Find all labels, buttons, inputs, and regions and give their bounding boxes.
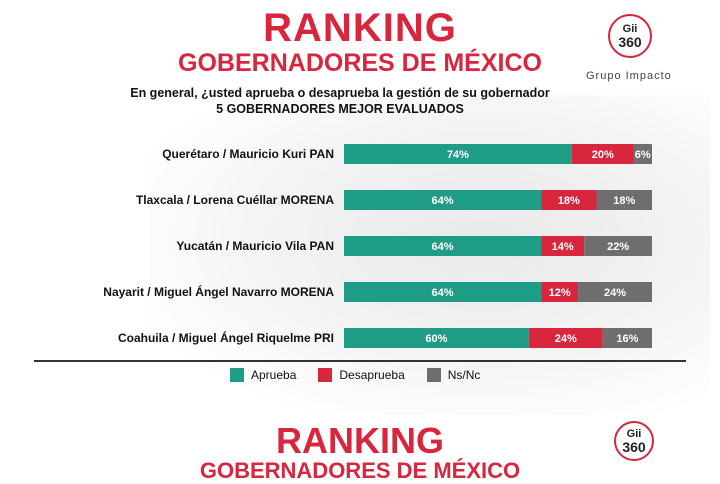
data-label-disapprove: 18% bbox=[558, 195, 580, 207]
data-label-nsnc: 18% bbox=[613, 195, 635, 207]
bar-approve bbox=[344, 282, 542, 302]
category-label: Querétaro / Mauricio Kuri PAN bbox=[162, 147, 334, 161]
bar-approve bbox=[344, 144, 572, 164]
legend-item-nsnc: Ns/Nc bbox=[426, 368, 481, 382]
legend-swatch-approve bbox=[230, 368, 244, 382]
data-label-nsnc: 22% bbox=[607, 241, 629, 253]
legend-label-nsnc: Ns/Nc bbox=[447, 368, 481, 382]
data-label-approve: 74% bbox=[447, 149, 469, 161]
logo-number: 360 bbox=[618, 34, 642, 50]
bar-disapprove bbox=[571, 144, 634, 164]
footer-logo-text: Gii bbox=[626, 428, 642, 440]
brand-logo: Gii 360 bbox=[608, 14, 652, 58]
data-label-disapprove: 12% bbox=[549, 287, 571, 299]
bar-approve bbox=[344, 236, 542, 256]
bar-disapprove bbox=[541, 190, 597, 210]
data-label-approve: 64% bbox=[432, 195, 454, 207]
data-label-nsnc: 6% bbox=[635, 149, 651, 161]
divider bbox=[34, 360, 686, 362]
footer-logo-number: 360 bbox=[622, 439, 646, 455]
legend-label-disapprove: Desaprueba bbox=[339, 368, 405, 382]
legend-swatch-nsnc bbox=[426, 368, 441, 382]
bar-nsnc bbox=[578, 282, 652, 302]
bar-nsnc bbox=[633, 144, 652, 164]
legend-item-disapprove: Desaprueba bbox=[318, 368, 405, 382]
data-label-approve: 64% bbox=[432, 287, 454, 299]
legend-item-approve: Aprueba bbox=[230, 368, 296, 382]
bar-nsnc bbox=[602, 328, 652, 348]
logo-text: Gii bbox=[622, 23, 638, 35]
bar-nsnc bbox=[596, 190, 652, 210]
question-text: En general, ¿usted aprueba o desaprueba … bbox=[130, 86, 550, 100]
data-label-disapprove: 24% bbox=[555, 333, 577, 345]
data-label-approve: 64% bbox=[432, 241, 454, 253]
footer-title: RANKING bbox=[276, 420, 444, 461]
page-title: RANKING bbox=[263, 6, 457, 50]
data-label-nsnc: 24% bbox=[604, 287, 626, 299]
footer-brand-logo: Gii 360 bbox=[614, 421, 654, 461]
category-label: Coahuila / Miguel Ángel Riquelme PRI bbox=[118, 330, 334, 345]
bar-disapprove bbox=[528, 328, 603, 348]
data-label-nsnc: 16% bbox=[616, 333, 638, 345]
legend-swatch-disapprove bbox=[318, 368, 333, 382]
bar-approve bbox=[344, 190, 542, 210]
bar-disapprove bbox=[541, 236, 585, 256]
survey-question: En general, ¿usted aprueba o desaprueba … bbox=[60, 85, 620, 117]
question-subtitle: 5 GOBERNADORES MEJOR EVALUADOS bbox=[216, 102, 464, 116]
bar-approve bbox=[344, 328, 529, 348]
chart-legend: Aprueba Desaprueba Ns/Nc bbox=[230, 368, 480, 382]
category-label: Nayarit / Miguel Ángel Navarro MORENA bbox=[103, 284, 334, 299]
data-label-disapprove: 20% bbox=[592, 149, 614, 161]
category-label: Yucatán / Mauricio Vila PAN bbox=[176, 239, 334, 253]
footer-subtitle: GOBERNADORES DE MÉXICO bbox=[199, 458, 521, 483]
page-subtitle: GOBERNADORES DE MÉXICO bbox=[178, 49, 542, 77]
bar-nsnc bbox=[584, 236, 652, 256]
category-label: Tlaxcala / Lorena Cuéllar MORENA bbox=[136, 193, 334, 207]
bar-disapprove bbox=[541, 282, 579, 302]
legend-label-approve: Aprueba bbox=[251, 368, 297, 382]
logo-caption: Grupo Impacto bbox=[586, 70, 672, 82]
data-label-disapprove: 14% bbox=[552, 241, 574, 253]
data-label-approve: 60% bbox=[425, 333, 447, 345]
